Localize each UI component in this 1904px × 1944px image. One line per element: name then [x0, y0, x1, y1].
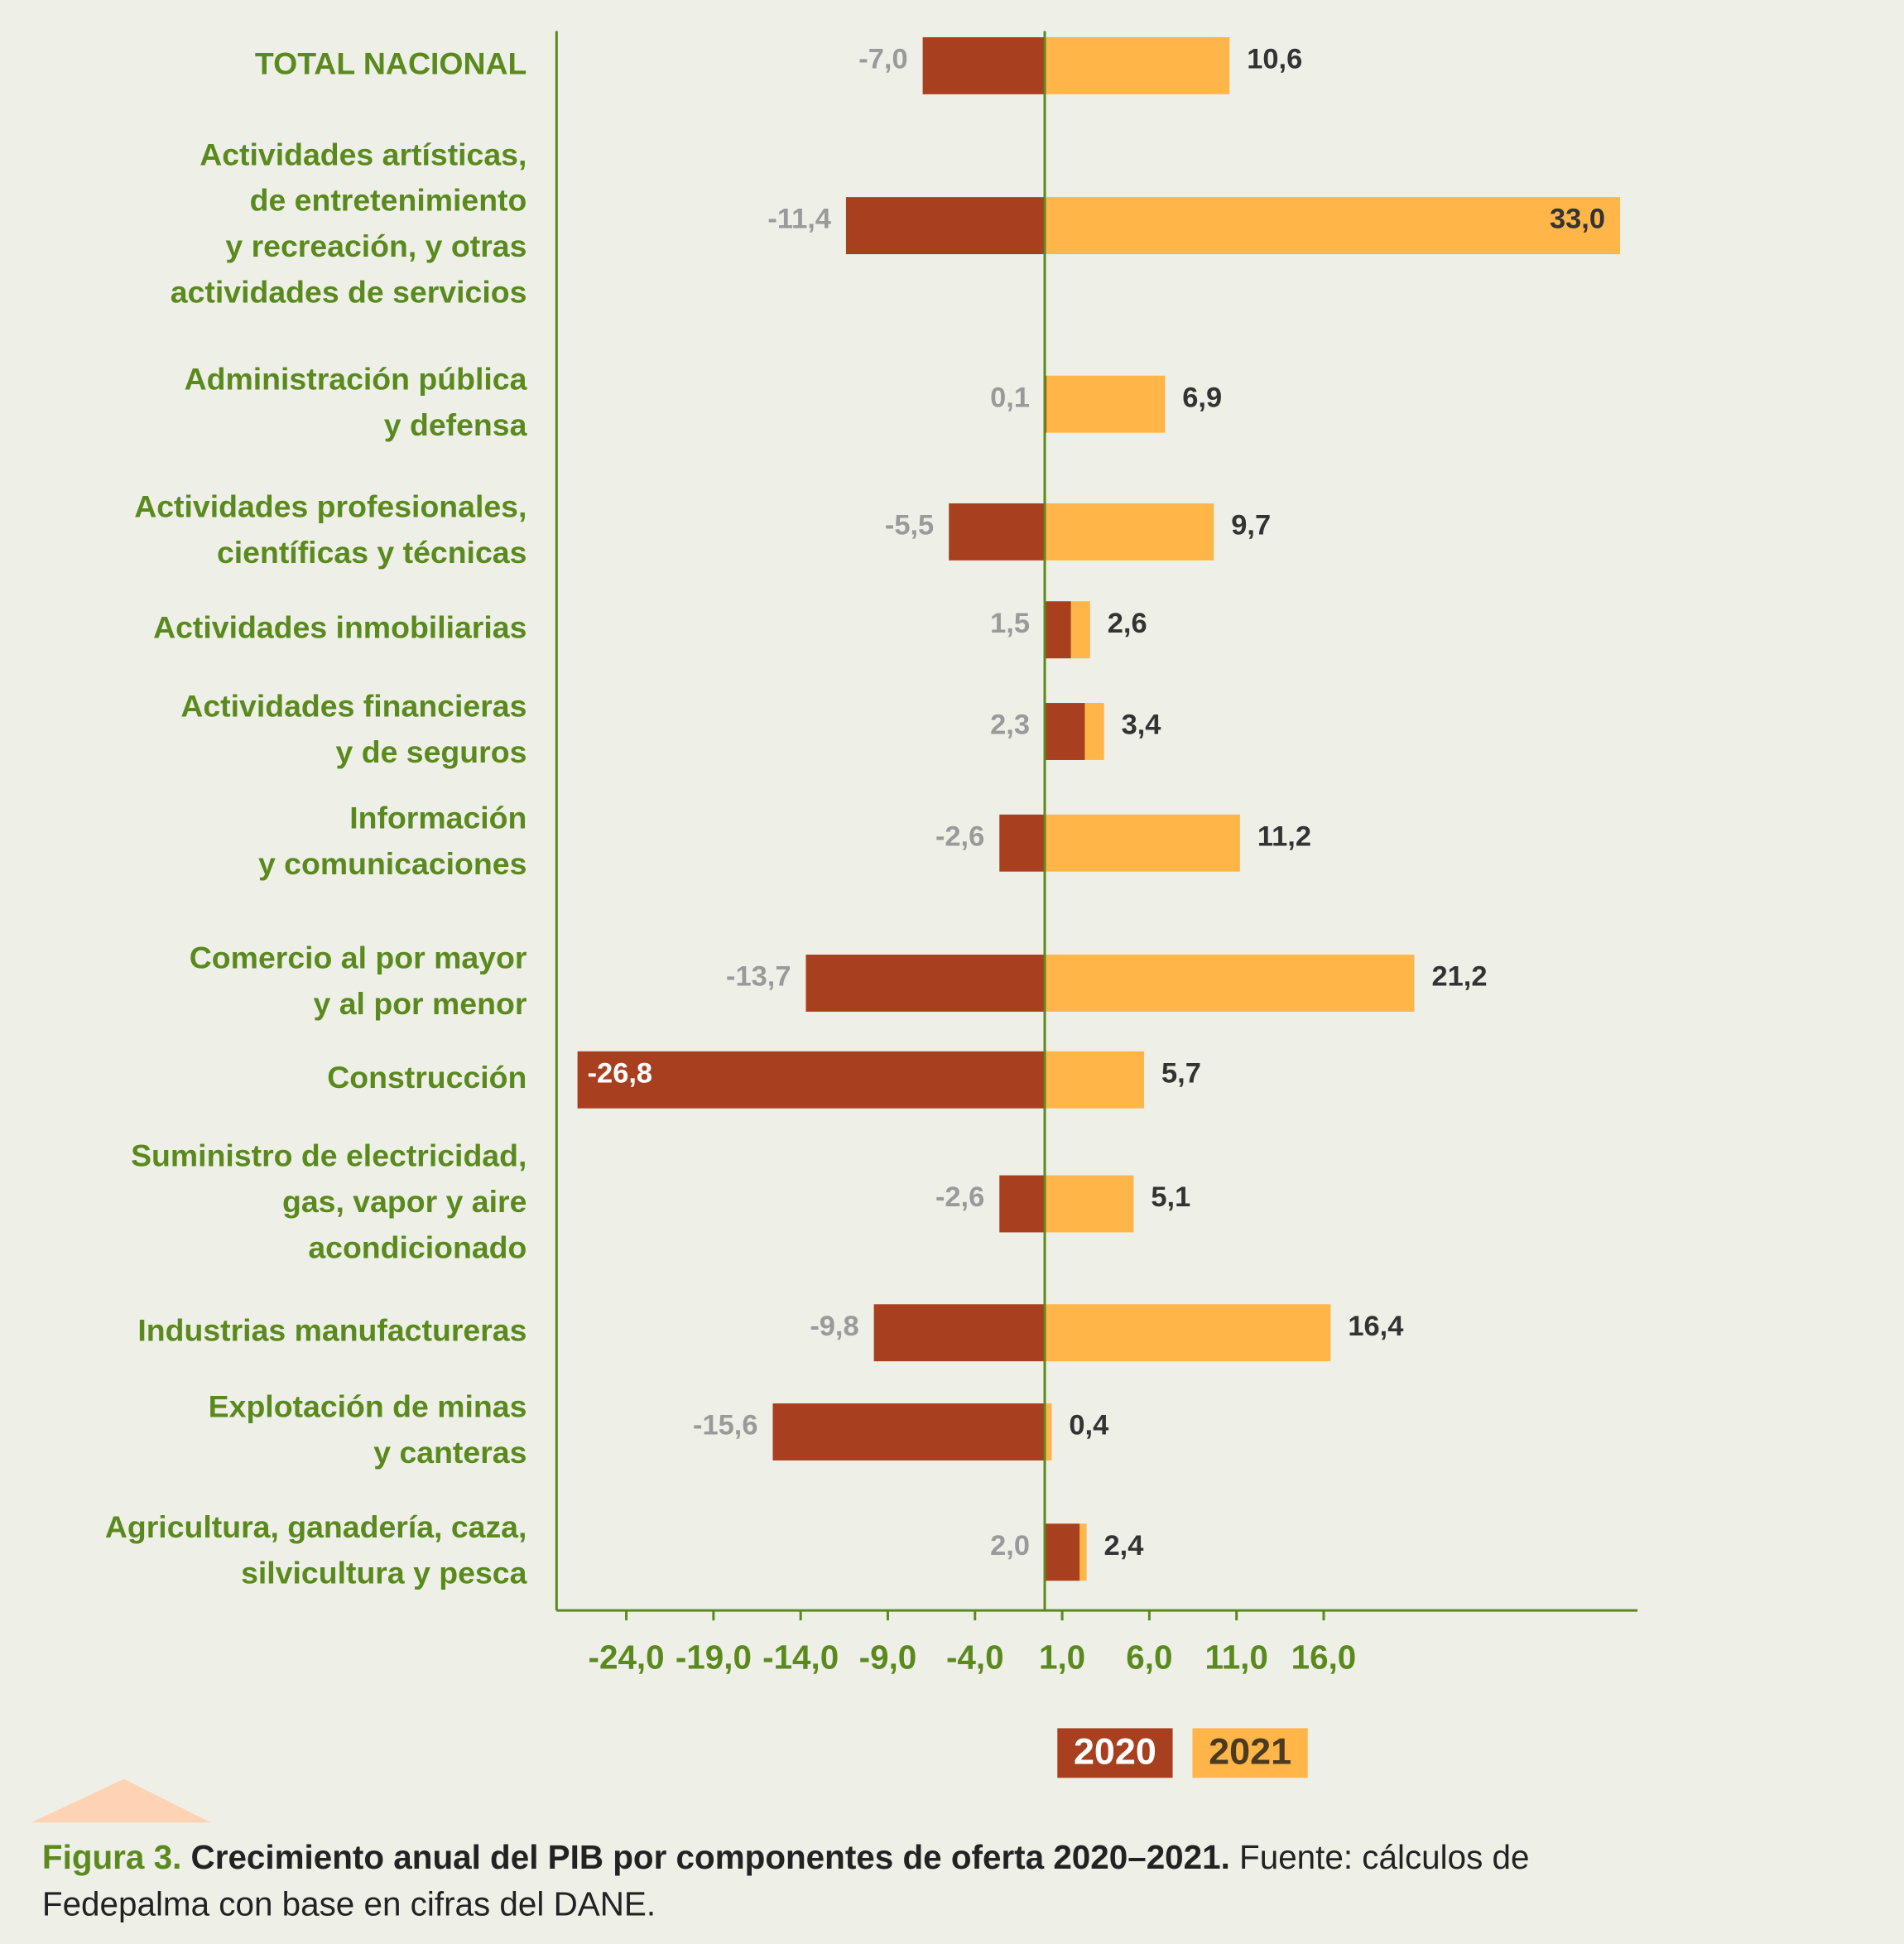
x-tick-label: -24,0 [589, 1638, 665, 1677]
category-label: Industrias manufactureras [137, 1313, 526, 1348]
bar [1045, 601, 1071, 659]
category-label: Agricultura, ganadería, caza, [105, 1509, 527, 1544]
category-label: Comercio al por mayor [190, 941, 527, 975]
legend-swatch [1192, 1728, 1308, 1778]
value-label: 6,9 [1182, 382, 1222, 413]
bar [1045, 1523, 1080, 1581]
category-label: Suministro de electricidad, [131, 1138, 526, 1173]
value-label: -7,0 [858, 44, 907, 75]
category-label: Actividades inmobiliarias [153, 610, 526, 645]
value-label: 5,7 [1161, 1057, 1201, 1089]
category-label: actividades de servicios [171, 275, 527, 310]
bar [845, 197, 1046, 255]
legend-label: 2021 [1209, 1730, 1291, 1773]
value-label: 9,7 [1231, 510, 1271, 541]
category-label: de entretenimiento [250, 183, 527, 218]
value-label: -2,6 [935, 1181, 984, 1213]
caption: Figura 3. Crecimiento anual del PIB por … [42, 1838, 1530, 1876]
value-label: 2,3 [990, 710, 1030, 741]
category-label: y canteras [373, 1435, 526, 1470]
value-label: -26,8 [588, 1057, 653, 1089]
bar [949, 503, 1046, 561]
value-label: 5,1 [1151, 1181, 1190, 1213]
bar [999, 1175, 1046, 1233]
value-label: -9,8 [810, 1311, 858, 1342]
value-label: 33,0 [1550, 204, 1605, 235]
category-label: gas, vapor y aire [282, 1184, 526, 1219]
value-label: -2,6 [935, 820, 984, 852]
x-tick-label: 11,0 [1204, 1638, 1267, 1677]
bar [1045, 375, 1166, 433]
category-label: y al por menor [314, 986, 527, 1021]
value-label: 0,4 [1069, 1410, 1108, 1441]
x-tick-label: -9,0 [859, 1638, 917, 1677]
bar [1045, 703, 1085, 760]
category-label: Información [349, 800, 526, 835]
caption-source: Fuente: cálculos de [1239, 1838, 1529, 1876]
bar [1045, 1304, 1331, 1362]
value-label: 16,4 [1348, 1311, 1403, 1342]
category-label: Actividades artísticas, [200, 137, 526, 171]
category-label: Actividades financieras [180, 689, 526, 724]
category-label: y recreación, y otras [225, 229, 526, 263]
value-label: 1,5 [990, 608, 1030, 639]
value-label: 2,4 [1104, 1530, 1144, 1561]
value-label: 2,6 [1108, 608, 1147, 639]
legend-label: 2020 [1074, 1730, 1156, 1773]
category-label: y comunicaciones [258, 846, 526, 881]
category-label: Actividades profesionales, [134, 489, 526, 524]
value-label: 11,2 [1257, 820, 1311, 852]
value-label: -13,7 [726, 961, 791, 993]
legend-swatch [1057, 1728, 1173, 1778]
category-label: Administración pública [185, 361, 528, 396]
x-tick-label: -19,0 [676, 1638, 752, 1677]
category-label: TOTAL NACIONAL [255, 46, 526, 80]
category-label: y de seguros [336, 734, 527, 769]
value-label: -11,4 [767, 204, 831, 235]
category-label: silvicultura y pesca [241, 1555, 527, 1590]
bar [1045, 197, 1620, 255]
x-tick-label: -4,0 [946, 1638, 1004, 1677]
x-tick-label: 6,0 [1126, 1638, 1172, 1677]
bar [772, 1403, 1046, 1460]
bar [1045, 503, 1214, 561]
category-label: científicas y técnicas [217, 535, 526, 570]
bar [873, 1304, 1046, 1362]
caption-figure: Figura 3. [42, 1838, 181, 1876]
bar [1045, 1175, 1134, 1233]
value-label: 21,2 [1431, 961, 1487, 993]
bar [1045, 1403, 1052, 1460]
value-label: 2,0 [990, 1530, 1030, 1561]
value-label: -5,5 [885, 510, 934, 541]
category-label: y defensa [384, 407, 528, 442]
value-label: 0,1 [990, 382, 1030, 413]
decoration [31, 1778, 211, 1823]
bar [1045, 1051, 1145, 1109]
bar [922, 36, 1046, 94]
caption-title: Crecimiento anual del PIB por componente… [191, 1838, 1230, 1876]
bar [577, 1051, 1046, 1109]
value-label: 10,6 [1247, 44, 1302, 75]
bar [1045, 36, 1230, 94]
x-tick-label: 16,0 [1291, 1638, 1357, 1677]
caption-source: Fedepalma con base en cifras del DANE. [42, 1885, 656, 1923]
category-label: Construcción [327, 1060, 526, 1095]
bar [1045, 814, 1240, 872]
x-tick-label: -14,0 [762, 1638, 839, 1677]
x-tick-label: 1,0 [1039, 1638, 1085, 1677]
bar [805, 955, 1046, 1012]
plot: -24,0 -19,0 -14,0 -9,0 -4,0 1,0 6,0 11,0 16,0 TOT… [105, 31, 1638, 1778]
bar [1045, 955, 1415, 1012]
value-label: 3,4 [1122, 710, 1161, 741]
bar [999, 814, 1046, 872]
value-label: -15,6 [693, 1410, 758, 1441]
category-label: acondicionado [308, 1229, 526, 1264]
category-label: Explotación de minas [209, 1389, 527, 1424]
